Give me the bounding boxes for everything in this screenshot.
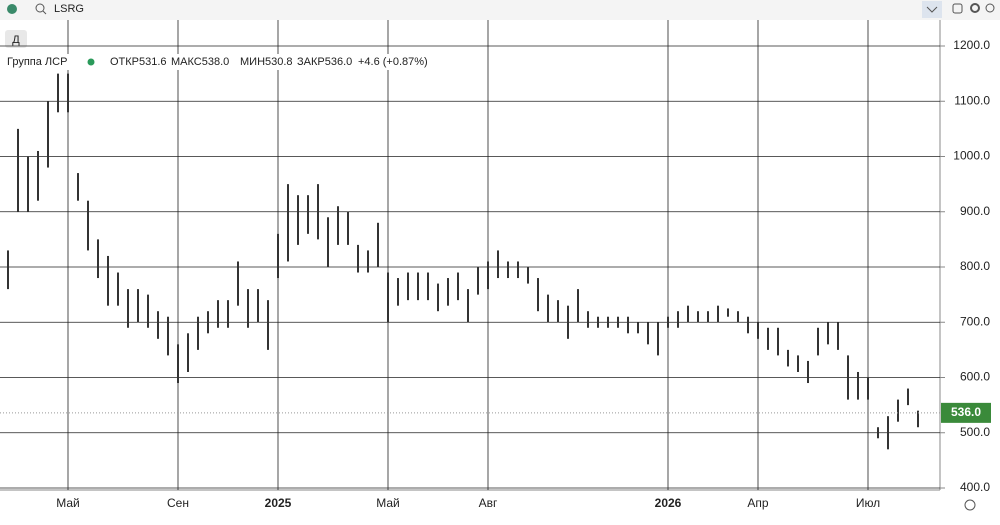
x-tick-label: Июл bbox=[856, 496, 880, 510]
x-tick-label: 2025 bbox=[265, 496, 292, 510]
y-tick-label: 400.0 bbox=[960, 480, 990, 494]
help-icon[interactable] bbox=[985, 3, 995, 13]
last-price-tag bbox=[941, 402, 991, 423]
toolbar bbox=[0, 0, 1000, 20]
y-tick-label: 1000.0 bbox=[953, 149, 990, 163]
dropdown[interactable] bbox=[922, 1, 942, 18]
y-tick-label: 600.0 bbox=[960, 370, 990, 384]
legend-bg bbox=[5, 54, 425, 70]
y-tick-label: 1200.0 bbox=[953, 38, 990, 52]
legend-close: ЗАКР536.0 bbox=[297, 56, 352, 68]
interval-label: Д bbox=[12, 34, 20, 46]
gear-icon[interactable] bbox=[964, 499, 976, 511]
x-tick-label: Сен bbox=[167, 496, 189, 510]
x-tick-label: Апр bbox=[747, 496, 769, 510]
legend-high: МАКС538.0 bbox=[171, 56, 229, 68]
x-tick-label: Май bbox=[56, 496, 80, 510]
y-tick-label: 900.0 bbox=[960, 204, 990, 218]
window-icon[interactable] bbox=[952, 3, 963, 14]
y-tick-label: 500.0 bbox=[960, 425, 990, 439]
status-dot bbox=[7, 4, 17, 14]
legend-title: Группа ЛСР bbox=[7, 56, 67, 68]
y-tick-label: 700.0 bbox=[960, 314, 990, 328]
y-tick-label: 800.0 bbox=[960, 259, 990, 273]
interval-button[interactable] bbox=[5, 30, 27, 48]
x-tick-label: 2026 bbox=[655, 496, 682, 510]
x-tick-label: Авг bbox=[479, 496, 498, 510]
last-price-label: 536.0 bbox=[951, 405, 981, 419]
dropdown-arrow bbox=[926, 6, 938, 13]
legend-low: МИН530.8 bbox=[240, 56, 293, 68]
legend-dot bbox=[87, 58, 95, 66]
x-tick-label: Май bbox=[376, 496, 400, 510]
symbol-input[interactable]: LSRG bbox=[54, 3, 84, 15]
legend-open: ОТКР531.6 bbox=[110, 56, 167, 68]
legend-change: +4.6 (+0.87%) bbox=[358, 56, 428, 68]
search-icon[interactable] bbox=[35, 3, 45, 13]
search-icon-handle bbox=[42, 10, 47, 15]
y-tick-label: 1100.0 bbox=[954, 93, 990, 107]
settings-icon[interactable] bbox=[970, 3, 980, 13]
